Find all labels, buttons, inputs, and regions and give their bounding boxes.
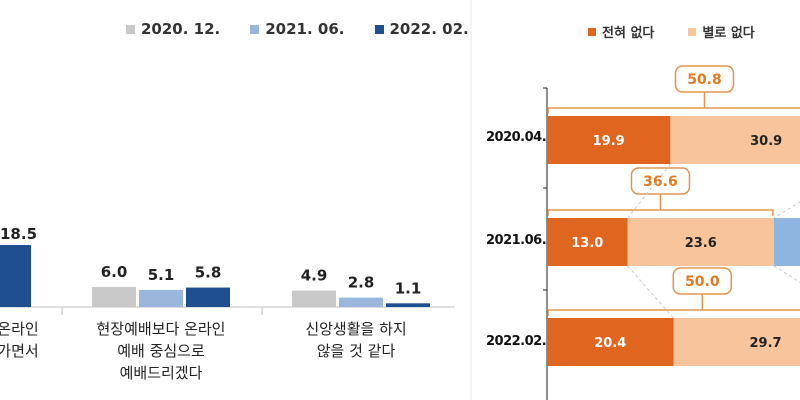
right-chart-plot: 19.9 30.9 50.8 13.0 23.6 36.6 20.4 29.7 50.0	[543, 65, 800, 400]
category-label-no-faith-life: 신앙생활을 하지 않을 것 같다	[305, 320, 407, 360]
bar-value-label: 6.0	[101, 263, 128, 281]
segment-next-cropped	[773, 218, 800, 266]
segment-value-label: 30.9	[750, 134, 782, 149]
bar-2-2	[339, 297, 383, 307]
bar-1-3	[186, 287, 230, 307]
sum-box	[630, 167, 691, 195]
bar-value-label: 1.1	[395, 279, 422, 297]
segment-value-label: 23.6	[685, 236, 717, 251]
bar-1-2	[139, 289, 183, 307]
bar-value-label: 2.8	[348, 274, 375, 292]
bar-1-1	[92, 286, 136, 307]
panel-divider	[470, 0, 472, 400]
sum-bracket	[547, 209, 774, 216]
right-legend: 전혀 없다 별로 없다	[588, 22, 755, 41]
bar-value-label: 5.8	[195, 264, 222, 282]
legend-swatch-not-really	[688, 27, 697, 36]
category-label-online-worship: 현장예배보다 온라인 예배 중심으로 예배드리겠다	[96, 320, 226, 382]
sum-value-label: 50.8	[687, 72, 722, 88]
period-label-2021-06: 2021.06.	[486, 233, 547, 248]
row-connector	[773, 201, 800, 219]
left-bar-chart: 2020. 12. 2021. 06. 2022. 02. 18.5 6.0 5.1…	[0, 20, 469, 382]
segment-1-1	[547, 116, 671, 164]
left-chart-plot: 18.5 6.0 5.1 5.8 4.9 2.8 1.1	[0, 225, 455, 315]
sum-value-label: 50.0	[685, 274, 720, 290]
legend-label-2021-06: 2021. 06.	[265, 20, 345, 38]
bar-2-3	[386, 303, 430, 307]
period-label-2020-04: 2020.04.	[486, 130, 547, 145]
bar-value-label: 4.9	[301, 267, 328, 285]
partial-category-label: 온라인 가면서	[0, 320, 39, 360]
segment-3-2	[673, 318, 800, 366]
segment-2-1	[547, 218, 628, 266]
segment-3-1	[547, 318, 674, 366]
segment-1-2	[670, 116, 800, 164]
right-stacked-bar-chart: 전혀 없다 별로 없다 2020.04. 2021.06. 2022.02. 1…	[470, 0, 800, 400]
legend-swatch-2022-02	[374, 24, 384, 34]
legend-swatch-none-at-all	[588, 27, 596, 36]
segment-value-label: 13.0	[571, 236, 603, 251]
period-label-2022-02: 2022.02.	[486, 334, 547, 349]
bar-partial-value-label: 18.5	[0, 225, 37, 243]
sum-box	[674, 65, 735, 93]
legend-label-2022-02: 2022. 02.	[389, 20, 469, 38]
segment-value-label: 20.4	[594, 336, 626, 351]
legend-label-2020-12: 2020. 12.	[141, 20, 221, 38]
segment-2-2	[627, 218, 774, 266]
legend-swatch-2020-12	[126, 24, 135, 34]
legend-label-not-really: 별로 없다	[702, 26, 755, 41]
sum-bracket	[547, 107, 800, 114]
bar-2-1	[292, 290, 336, 307]
segment-value-label: 29.7	[750, 336, 782, 351]
bar-partial	[0, 245, 31, 307]
sum-bracket	[547, 309, 800, 316]
sum-value-label: 36.6	[643, 174, 678, 190]
legend-label-none-at-all: 전혀 없다	[602, 26, 655, 41]
sum-box	[672, 267, 733, 295]
segment-value-label: 19.9	[593, 134, 625, 149]
left-legend: 2020. 12. 2021. 06. 2022. 02.	[126, 20, 469, 38]
legend-swatch-2021-06	[250, 24, 260, 34]
bar-value-label: 5.1	[148, 266, 175, 284]
